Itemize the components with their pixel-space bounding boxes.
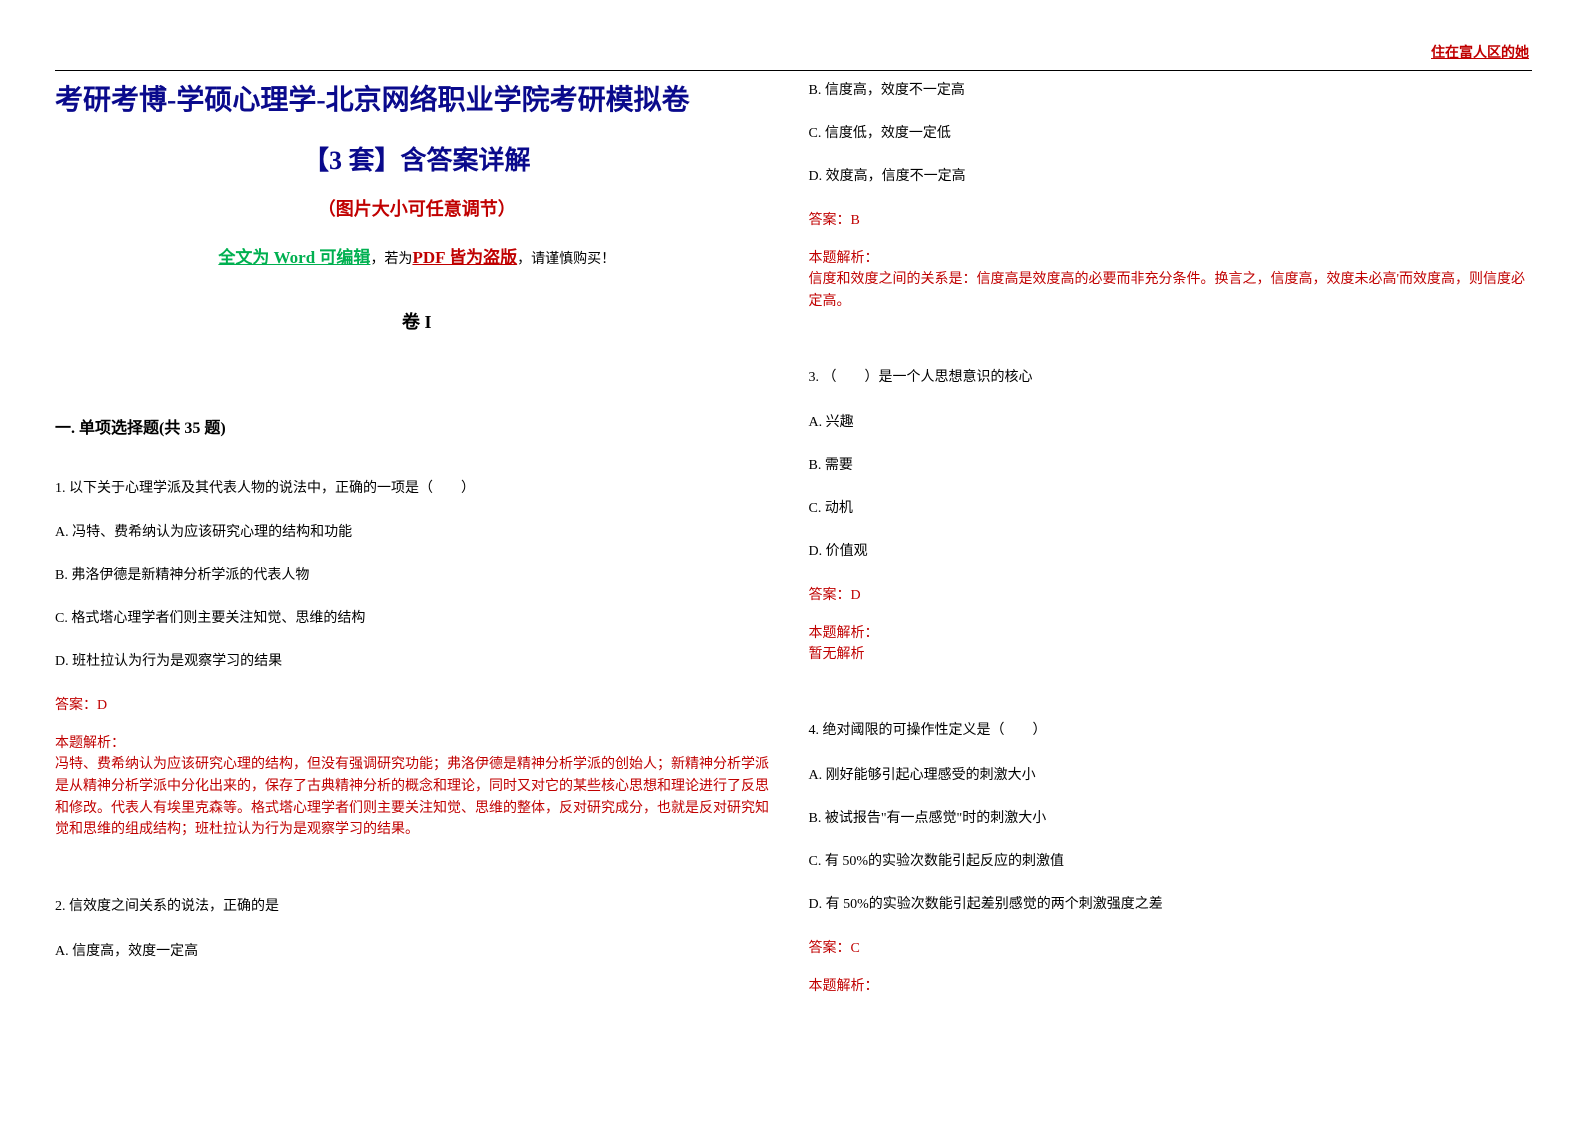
- q3-explain-text: 暂无解析: [809, 644, 1533, 666]
- header-watermark: 住在富人区的她: [1431, 42, 1529, 62]
- header-divider: [55, 70, 1532, 71]
- warning-sep1: ，若为: [370, 252, 412, 267]
- q2-explain-text: 信度和效度之间的关系是：信度高是效度高的必要而非充分条件。换言之，信度高，效度未…: [809, 269, 1533, 312]
- doc-note: （图片大小可任意调节）: [55, 195, 779, 221]
- q2-answer: 答案：B: [809, 209, 1533, 229]
- question-3: 3. （ ）是一个人思想意识的核心 A. 兴趣 B. 需要 C. 动机 D. 价…: [809, 367, 1533, 665]
- left-column: 考研考博-学硕心理学-北京网络职业学院考研模拟卷 【3 套】含答案详解 （图片大…: [55, 80, 779, 997]
- warning-word-editable: 全文为 Word 可编辑: [218, 248, 370, 267]
- doc-sub-title: 【3 套】含答案详解: [55, 140, 779, 177]
- doc-warning: 全文为 Word 可编辑，若为PDF 皆为盗版，请谨慎购买！: [55, 243, 779, 268]
- right-column: B. 信度高，效度不一定高 C. 信度低，效度一定低 D. 效度高，信度不一定高…: [809, 80, 1533, 997]
- question-2-part2: B. 信度高，效度不一定高 C. 信度低，效度一定低 D. 效度高，信度不一定高…: [809, 80, 1533, 312]
- q3-answer: 答案：D: [809, 584, 1533, 604]
- q1-explain-text: 冯特、费希纳认为应该研究心理的结构，但没有强调研究功能；弗洛伊德是精神分析学派的…: [55, 754, 779, 841]
- warning-pdf-pirate: PDF 皆为盗版: [412, 248, 517, 267]
- q1-answer: 答案：D: [55, 694, 779, 714]
- q3-option-d: D. 价值观: [809, 541, 1533, 562]
- question-4: 4. 绝对阈限的可操作性定义是（ ） A. 刚好能够引起心理感受的刺激大小 B.…: [809, 720, 1533, 994]
- q3-option-a: A. 兴趣: [809, 412, 1533, 433]
- q2-option-a: A. 信度高，效度一定高: [55, 941, 779, 962]
- q4-option-c: C. 有 50%的实验次数能引起反应的刺激值: [809, 851, 1533, 872]
- doc-main-title: 考研考博-学硕心理学-北京网络职业学院考研模拟卷: [55, 80, 779, 122]
- question-1: 1. 以下关于心理学派及其代表人物的说法中，正确的一项是（ ） A. 冯特、费希…: [55, 478, 779, 841]
- q3-option-c: C. 动机: [809, 498, 1533, 519]
- q4-explain-label: 本题解析：: [809, 975, 1533, 995]
- q1-option-c: C. 格式塔心理学者们则主要关注知觉、思维的结构: [55, 608, 779, 629]
- volume-label: 卷 I: [55, 308, 779, 334]
- q2-option-c: C. 信度低，效度一定低: [809, 123, 1533, 144]
- q4-option-a: A. 刚好能够引起心理感受的刺激大小: [809, 765, 1533, 786]
- q4-option-d: D. 有 50%的实验次数能引起差别感觉的两个刺激强度之差: [809, 894, 1533, 915]
- content-columns: 考研考博-学硕心理学-北京网络职业学院考研模拟卷 【3 套】含答案详解 （图片大…: [55, 80, 1532, 997]
- q3-stem: 3. （ ）是一个人思想意识的核心: [809, 367, 1533, 389]
- section-heading: 一. 单项选择题(共 35 题): [55, 414, 779, 438]
- q1-option-b: B. 弗洛伊德是新精神分析学派的代表人物: [55, 565, 779, 586]
- q1-explain-label: 本题解析：: [55, 732, 779, 752]
- q2-stem: 2. 信效度之间关系的说法，正确的是: [55, 896, 779, 918]
- question-2-part1: 2. 信效度之间关系的说法，正确的是 A. 信度高，效度一定高: [55, 896, 779, 961]
- q3-option-b: B. 需要: [809, 455, 1533, 476]
- q4-option-b: B. 被试报告"有一点感觉"时的刺激大小: [809, 808, 1533, 829]
- warning-suffix: ，请谨慎购买！: [517, 252, 615, 267]
- q2-option-d: D. 效度高，信度不一定高: [809, 166, 1533, 187]
- q1-stem: 1. 以下关于心理学派及其代表人物的说法中，正确的一项是（ ）: [55, 478, 779, 500]
- q4-stem: 4. 绝对阈限的可操作性定义是（ ）: [809, 720, 1533, 742]
- q3-explain-label: 本题解析：: [809, 622, 1533, 642]
- q4-answer: 答案：C: [809, 937, 1533, 957]
- q1-option-a: A. 冯特、费希纳认为应该研究心理的结构和功能: [55, 522, 779, 543]
- q2-explain-label: 本题解析：: [809, 247, 1533, 267]
- q1-option-d: D. 班杜拉认为行为是观察学习的结果: [55, 651, 779, 672]
- q2-option-b: B. 信度高，效度不一定高: [809, 80, 1533, 101]
